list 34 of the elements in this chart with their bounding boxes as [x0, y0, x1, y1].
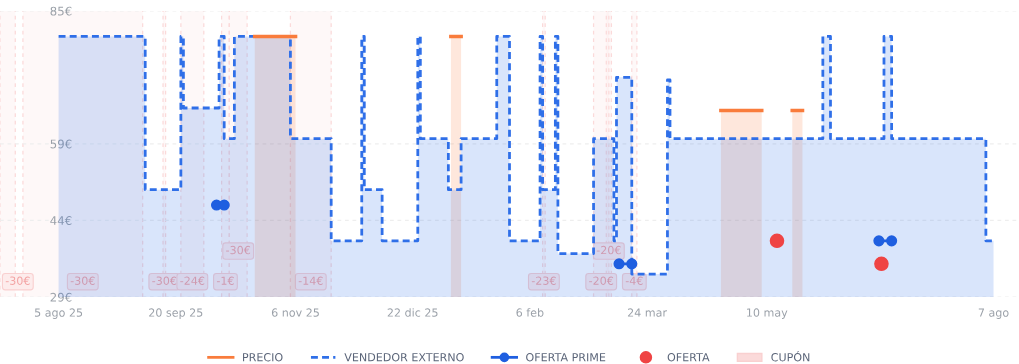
band-label: -30€ [70, 276, 95, 285]
x-tick-label: 5 ago 25 [34, 308, 83, 319]
legend-label: VENDEDOR EXTERNO [344, 353, 464, 362]
point [626, 258, 638, 270]
x-tick-label: 20 sep 25 [149, 308, 203, 319]
band-label: -30€ [226, 245, 251, 255]
y-tick-label: 44€ [50, 216, 72, 226]
x-tick-label: 6 nov 25 [271, 308, 319, 317]
band-label: -24€ [180, 276, 205, 285]
y-tick-label: 59€ [50, 139, 72, 149]
x-tick-label: 7 ago [978, 308, 1009, 319]
band-label: -1€ [216, 276, 234, 285]
point [873, 235, 885, 247]
band-label: -30€ [5, 276, 30, 285]
point [874, 256, 889, 272]
legend-label: OFERTA PRIME [526, 353, 606, 362]
x-tick-label: 10 may [747, 308, 788, 319]
band-label: -23€ [531, 276, 556, 285]
band-label: -20€ [596, 245, 621, 255]
point [613, 258, 625, 270]
x-tick-label: 22 dic 25 [387, 308, 438, 317]
band-label: -14€ [298, 276, 323, 285]
band-label: -20€ [589, 276, 614, 285]
x-tick-label: 6 feb [516, 308, 544, 317]
band-label: -30€ [152, 276, 177, 285]
band-label: -4€ [625, 276, 643, 285]
point [886, 235, 898, 247]
x-tick-label: 24 mar [627, 308, 667, 317]
y-tick-label: 85€ [50, 6, 72, 16]
legend-label: PRECIO [243, 353, 283, 362]
y-tick-label: 29€ [50, 292, 72, 302]
text: CUPÓN [771, 350, 810, 362]
legend-label: OFERTA [667, 353, 710, 362]
point [769, 233, 785, 249]
